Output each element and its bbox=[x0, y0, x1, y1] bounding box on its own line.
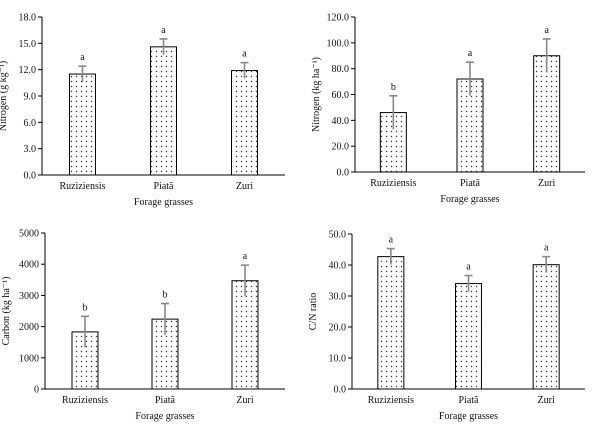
y-tick-label: 15.0 bbox=[19, 39, 37, 50]
y-tick-label: 0 bbox=[34, 385, 39, 396]
y-tick-label: 50.0 bbox=[329, 230, 347, 241]
x-tick-label: Piatã bbox=[155, 395, 176, 406]
bar-zuri bbox=[231, 70, 258, 176]
x-tick-label: Zuri bbox=[538, 178, 555, 189]
y-tick-label: 30.0 bbox=[329, 292, 347, 303]
chart-panel-3: 0 1000 2000 3000 4000 5000 b Ruziziensis b Piatã a… bbox=[1, 229, 285, 422]
y-tick-label: 0.0 bbox=[337, 168, 350, 179]
significance-letter: a bbox=[544, 243, 549, 254]
x-axis-title: Forage grasses bbox=[134, 197, 193, 208]
y-tick-label: 18.0 bbox=[19, 13, 37, 24]
significance-letter: a bbox=[242, 49, 247, 60]
y-tick-label: 40.0 bbox=[332, 116, 350, 127]
bar-piatã bbox=[150, 46, 177, 176]
bar-piatã bbox=[455, 283, 482, 390]
y-tick-label: 20.0 bbox=[329, 323, 347, 334]
y-tick-label: 12.0 bbox=[19, 65, 37, 76]
significance-letter: a bbox=[389, 235, 394, 246]
significance-letter: a bbox=[544, 25, 549, 36]
y-tick-label: 6.0 bbox=[24, 118, 37, 129]
significance-letter: b bbox=[163, 290, 168, 301]
y-tick-label: 3000 bbox=[19, 291, 39, 302]
y-tick-label: 1000 bbox=[19, 353, 39, 364]
x-tick-label: Piatã bbox=[154, 181, 175, 192]
y-axis-title: Carbon (kg ha⁻¹) bbox=[1, 277, 12, 346]
chart-panel-4: 0.0 10.0 20.0 30.0 40.0 50.0 a Ruziziensis a Piat… bbox=[308, 230, 585, 422]
y-tick-label: 5000 bbox=[19, 229, 39, 240]
x-axis-title: Forage grasses bbox=[440, 194, 499, 205]
significance-letter: a bbox=[468, 48, 473, 59]
y-tick-label: 10.0 bbox=[329, 354, 347, 365]
x-tick-label: Ruziziensis bbox=[368, 395, 414, 406]
y-tick-label: 2000 bbox=[19, 322, 39, 333]
x-tick-label: Piatã bbox=[459, 395, 480, 406]
y-tick-label: 60.0 bbox=[332, 90, 350, 101]
significance-letter: b bbox=[391, 82, 396, 93]
significance-letter: b bbox=[83, 302, 88, 313]
x-tick-label: Zuri bbox=[538, 395, 555, 406]
y-tick-label: 120.0 bbox=[327, 13, 350, 24]
y-tick-label: 0.0 bbox=[24, 171, 37, 182]
bar-zuri bbox=[533, 55, 561, 173]
x-tick-label: Piatã bbox=[460, 178, 481, 189]
x-axis-title: Forage grasses bbox=[439, 411, 498, 422]
bar-zuri bbox=[231, 280, 259, 390]
significance-letter: a bbox=[80, 52, 85, 63]
y-axis-title: C/N ratio bbox=[308, 293, 319, 331]
bar-ruziziensis bbox=[69, 73, 96, 176]
x-tick-label: Ruziziensis bbox=[59, 181, 105, 192]
y-tick-label: 4000 bbox=[19, 260, 39, 271]
y-tick-label: 9.0 bbox=[24, 92, 37, 103]
y-tick-label: 3.0 bbox=[24, 144, 37, 155]
x-tick-label: Ruziziensis bbox=[370, 178, 416, 189]
y-tick-label: 100.0 bbox=[327, 38, 350, 49]
y-axis-title: Nitrogen (kg ha⁻¹) bbox=[311, 57, 322, 132]
x-axis-title: Forage grasses bbox=[135, 411, 194, 422]
bar-ruziziensis bbox=[377, 256, 405, 390]
y-tick-label: 0.0 bbox=[334, 385, 347, 396]
y-axis-title: Nitrogen (g kg⁻¹) bbox=[0, 61, 9, 131]
y-tick-label: 40.0 bbox=[329, 261, 347, 272]
significance-letter: a bbox=[466, 262, 471, 273]
x-tick-label: Ruziziensis bbox=[62, 395, 108, 406]
y-tick-label: 80.0 bbox=[332, 64, 350, 75]
x-tick-label: Zuri bbox=[236, 181, 253, 192]
significance-letter: a bbox=[243, 251, 248, 262]
chart-panel-1: 0.0 3.0 6.0 9.0 12.0 15.0 18.0 a Ruziziensis a Pia… bbox=[0, 13, 285, 208]
significance-letter: a bbox=[161, 25, 166, 36]
bar-zuri bbox=[532, 264, 560, 390]
x-tick-label: Zuri bbox=[236, 395, 253, 406]
chart-panel-2: 0.0 20.0 40.0 60.0 80.0 100.0 120.0 b Ruziziensi… bbox=[311, 13, 585, 205]
y-tick-label: 20.0 bbox=[332, 142, 350, 153]
